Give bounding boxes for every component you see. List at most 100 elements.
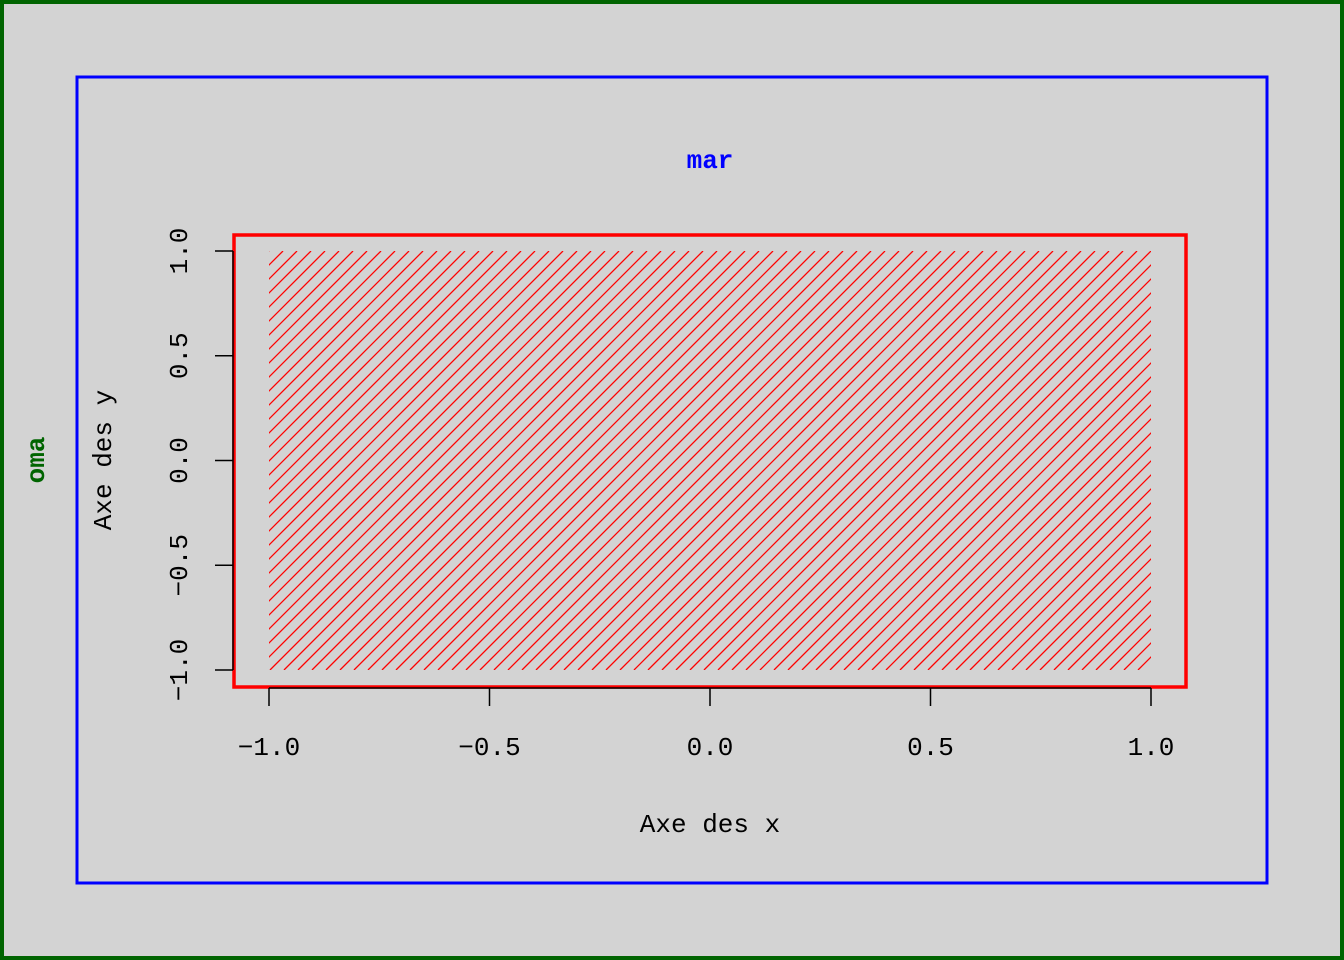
figure-margin-frame [75,75,1269,885]
hatch-line-86 [1053,572,1151,670]
hatch-line-59 [675,251,1096,670]
hatch-line-27 [269,251,648,630]
hatch-line-23 [269,251,592,574]
hatch-line-43 [451,251,872,670]
hatch-line-79 [955,474,1151,670]
hatch-line-24 [269,251,606,588]
hatch-line-57 [647,251,1068,670]
hatch-line-65 [759,278,1151,670]
hatch-line-10 [269,251,410,392]
hatch-line-85 [1039,558,1151,670]
hatch-line-73 [871,390,1151,670]
outer-margin-label: oma [22,437,52,484]
y-tick-label-0: −1.0 [165,639,195,701]
hatch-line-20 [269,251,550,532]
hatch-line-58 [661,251,1082,670]
hatch-line-18 [269,251,522,504]
hatch-line-60 [689,251,1110,670]
hatch-line-66 [773,292,1151,670]
hatch-line-64 [745,264,1151,670]
figure-title: mar [687,146,734,176]
hatch-line-53 [591,251,1012,670]
x-tick-label-1: −0.5 [458,733,520,763]
hatch-line-84 [1025,544,1151,670]
hatch-line-71 [843,362,1151,670]
hatch-line-51 [563,251,984,670]
hatch-line-74 [885,404,1151,670]
x-tick-label-4: 1.0 [1128,733,1175,763]
hatch-line-37 [367,251,788,670]
hatch-line-6 [269,251,354,336]
hatch-line-45 [479,251,900,670]
hatch-line-72 [857,376,1151,670]
hatch-line-62 [717,251,1138,670]
hatch-line-54 [605,251,1026,670]
hatch-line-35 [339,251,760,670]
x-tick-label-3: 0.5 [907,733,954,763]
hatch-line-29 [269,251,676,658]
hatch-line-17 [269,251,508,490]
hatch-line-31 [283,251,704,670]
hatch-line-16 [269,251,494,476]
hatch-line-39 [395,251,816,670]
hatch-line-52 [577,251,998,670]
hatch-line-42 [437,251,858,670]
hatch-line-46 [493,251,914,670]
hatch-line-87 [1067,586,1151,670]
hatch-line-36 [353,251,774,670]
hatch-line-47 [507,251,928,670]
plot-region-frame [232,233,1188,689]
hatch-line-22 [269,251,578,560]
hatch-line-77 [927,446,1151,670]
hatch-line-69 [815,334,1151,670]
hatch-line-82 [997,516,1151,670]
hatch-line-28 [269,251,662,644]
y-axis-label: Axe des y [89,390,119,530]
hatched-region [269,251,1151,670]
hatch-line-61 [703,251,1124,670]
hatch-line-76 [913,432,1151,670]
hatch-line-12 [269,251,438,420]
hatch-line-68 [801,320,1151,670]
hatch-line-15 [269,251,480,462]
hatch-line-78 [941,460,1151,670]
hatch-line-25 [269,251,620,602]
hatch-line-13 [269,251,452,434]
hatch-line-21 [269,251,564,546]
hatch-line-33 [311,251,732,670]
hatch-line-30 [269,251,690,670]
hatch-line-14 [269,251,466,448]
hatch-line-49 [535,251,956,670]
hatch-line-70 [829,348,1151,670]
hatch-line-19 [269,251,536,518]
hatch-line-26 [269,251,634,616]
hatch-line-8 [269,251,382,364]
hatch-line-80 [969,488,1151,670]
hatch-line-50 [549,251,970,670]
y-tick-label-1: −0.5 [165,534,195,596]
y-tick-label-2: 0.0 [165,437,195,484]
hatch-line-11 [269,251,424,406]
hatch-line-55 [619,251,1040,670]
hatch-line-5 [269,251,340,322]
hatch-line-81 [983,502,1151,670]
hatch-line-56 [633,251,1054,670]
hatch-line-44 [465,251,886,670]
hatch-line-48 [521,251,942,670]
hatch-line-63 [731,251,1151,670]
hatch-line-38 [381,251,802,670]
hatch-line-83 [1011,530,1151,670]
y-tick-label-3: 0.5 [165,332,195,379]
hatch-line-67 [787,306,1151,670]
hatch-line-32 [297,251,718,670]
hatch-line-9 [269,251,396,378]
x-axis: −1.0 −0.5 0.0 0.5 1.0 [238,687,1175,763]
hatch-line-7 [269,251,368,350]
hatch-line-75 [899,418,1151,670]
y-tick-label-4: 1.0 [165,228,195,275]
x-tick-label-2: 0.0 [687,733,734,763]
hatch-line-41 [423,251,844,670]
x-tick-label-0: −1.0 [238,733,300,763]
y-axis: −1.0 −0.5 0.0 0.5 1.0 [165,228,234,701]
